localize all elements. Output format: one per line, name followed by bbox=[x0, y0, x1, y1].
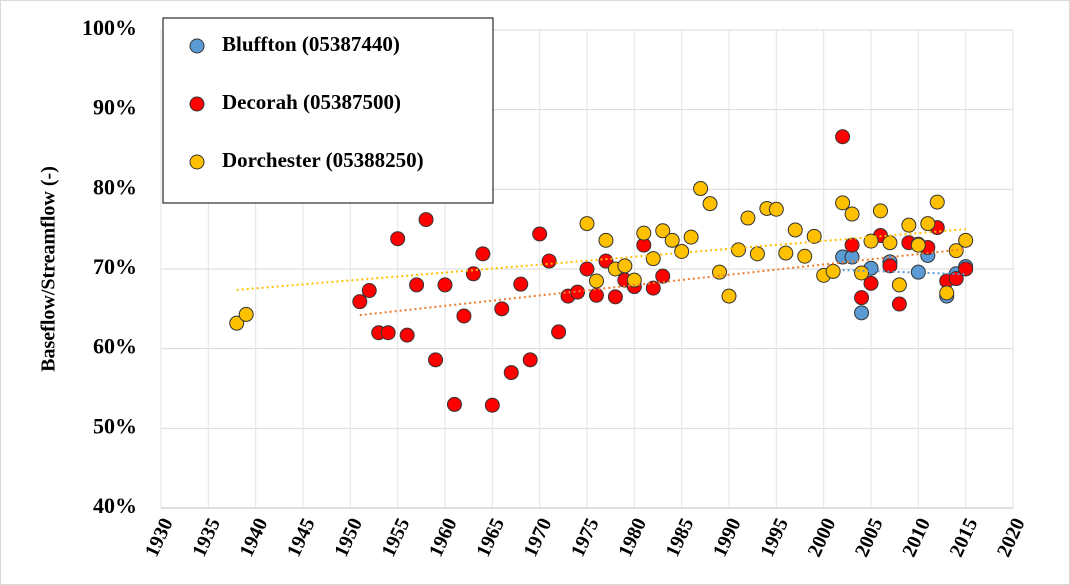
point bbox=[522, 352, 538, 368]
legend-marker bbox=[189, 96, 205, 112]
point bbox=[891, 296, 907, 312]
point bbox=[494, 301, 510, 317]
point bbox=[778, 245, 794, 261]
point bbox=[863, 275, 879, 291]
y-tick-label: 100% bbox=[82, 15, 137, 40]
point bbox=[806, 228, 822, 244]
point bbox=[882, 258, 898, 274]
point bbox=[238, 306, 254, 322]
legend-label: Decorah (05387500) bbox=[222, 90, 401, 114]
point bbox=[541, 253, 557, 269]
point bbox=[835, 129, 851, 145]
point bbox=[456, 308, 472, 324]
point bbox=[683, 229, 699, 245]
point bbox=[797, 248, 813, 264]
point bbox=[740, 210, 756, 226]
legend-label: Bluffton (05387440) bbox=[222, 32, 400, 56]
point bbox=[958, 232, 974, 248]
legend-box bbox=[162, 17, 494, 204]
point bbox=[437, 277, 453, 293]
y-tick-label: 80% bbox=[93, 174, 137, 199]
point bbox=[721, 288, 737, 304]
point bbox=[598, 232, 614, 248]
point bbox=[428, 352, 444, 368]
y-axis-label: Baseflow/Streamflow (-) bbox=[38, 166, 60, 372]
y-tick-label: 70% bbox=[93, 254, 137, 279]
point bbox=[872, 203, 888, 219]
y-tick-label: 90% bbox=[93, 95, 137, 120]
point bbox=[664, 232, 680, 248]
point bbox=[418, 212, 434, 228]
point bbox=[588, 287, 604, 303]
legend-marker bbox=[189, 38, 205, 54]
point bbox=[229, 315, 245, 331]
point bbox=[409, 277, 425, 293]
point bbox=[787, 222, 803, 238]
point bbox=[579, 216, 595, 232]
point bbox=[702, 196, 718, 212]
point bbox=[645, 280, 661, 296]
point bbox=[939, 285, 955, 301]
y-tick-label: 50% bbox=[93, 413, 137, 438]
trendline bbox=[359, 247, 966, 317]
point bbox=[532, 226, 548, 242]
point bbox=[617, 258, 633, 274]
point bbox=[570, 284, 586, 300]
point bbox=[503, 365, 519, 381]
point bbox=[835, 195, 851, 211]
point bbox=[854, 290, 870, 306]
point bbox=[655, 223, 671, 239]
point bbox=[768, 201, 784, 217]
point bbox=[645, 251, 661, 267]
point bbox=[910, 237, 926, 253]
legend-marker bbox=[189, 154, 205, 170]
point bbox=[484, 397, 500, 413]
point bbox=[446, 396, 462, 412]
point bbox=[513, 276, 529, 292]
point bbox=[825, 263, 841, 279]
point bbox=[390, 231, 406, 247]
point bbox=[475, 246, 491, 262]
point bbox=[948, 271, 964, 287]
point bbox=[465, 266, 481, 282]
point bbox=[891, 277, 907, 293]
point bbox=[920, 216, 936, 232]
point bbox=[674, 243, 690, 259]
legend-label: Dorchester (05388250) bbox=[222, 148, 424, 172]
point bbox=[361, 283, 377, 299]
point bbox=[749, 246, 765, 262]
point bbox=[863, 233, 879, 249]
y-tick-label: 40% bbox=[93, 493, 137, 518]
point bbox=[854, 305, 870, 321]
point bbox=[636, 225, 652, 241]
point bbox=[607, 289, 623, 305]
point bbox=[551, 324, 567, 340]
point bbox=[901, 217, 917, 233]
trendline bbox=[236, 228, 966, 291]
point bbox=[626, 272, 642, 288]
point bbox=[380, 325, 396, 341]
point bbox=[579, 261, 595, 277]
point bbox=[730, 242, 746, 258]
point bbox=[854, 265, 870, 281]
point bbox=[844, 237, 860, 253]
point bbox=[693, 181, 709, 197]
trendline bbox=[842, 269, 966, 276]
point bbox=[948, 243, 964, 259]
y-tick-label: 60% bbox=[93, 334, 137, 359]
point bbox=[882, 235, 898, 251]
point bbox=[929, 194, 945, 210]
point bbox=[844, 206, 860, 222]
point bbox=[958, 261, 974, 277]
point bbox=[588, 273, 604, 289]
point bbox=[399, 327, 415, 343]
point bbox=[655, 268, 671, 284]
point bbox=[352, 294, 368, 310]
